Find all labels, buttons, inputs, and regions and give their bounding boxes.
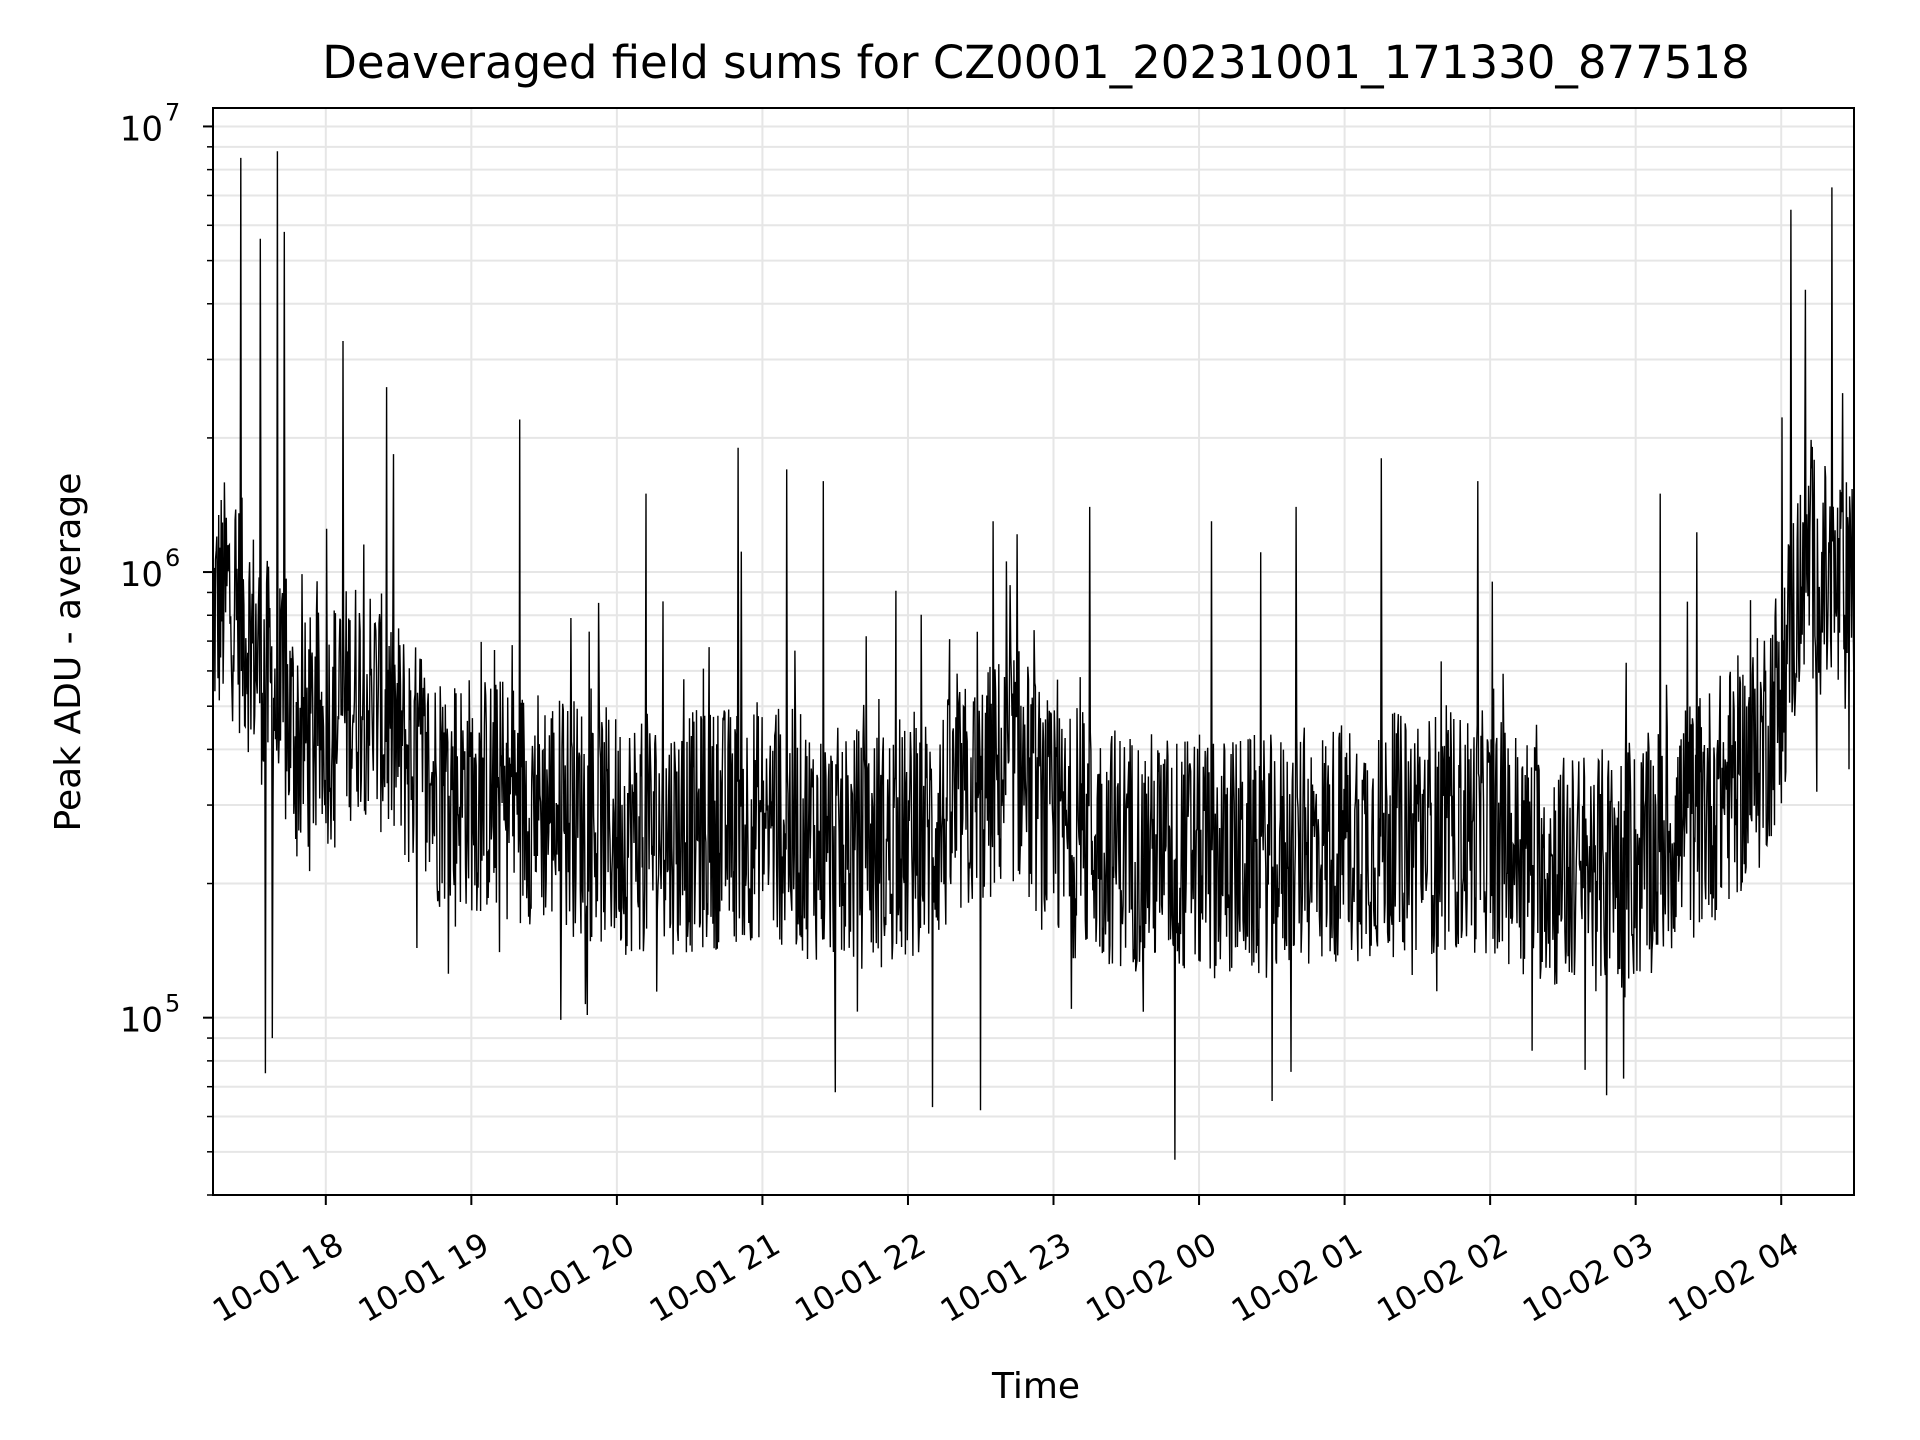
x-axis-label: Time [991,1366,1080,1407]
series-line [212,151,1855,1160]
plot-frame [212,107,1855,1196]
series-layer [212,151,1855,1160]
y-tick-label: 10 [120,109,163,149]
y-tick-exponent: 6 [165,544,180,572]
y-tick-exponent: 5 [165,990,180,1018]
y-tick-label: 10 [120,1001,163,1041]
y-tick-exponent: 7 [165,98,180,126]
y-tick-label: 10 [120,555,163,595]
chart-title: Deaveraged field sums for CZ0001_2023100… [322,36,1749,89]
y-axis-label: Peak ADU - average [48,473,89,832]
